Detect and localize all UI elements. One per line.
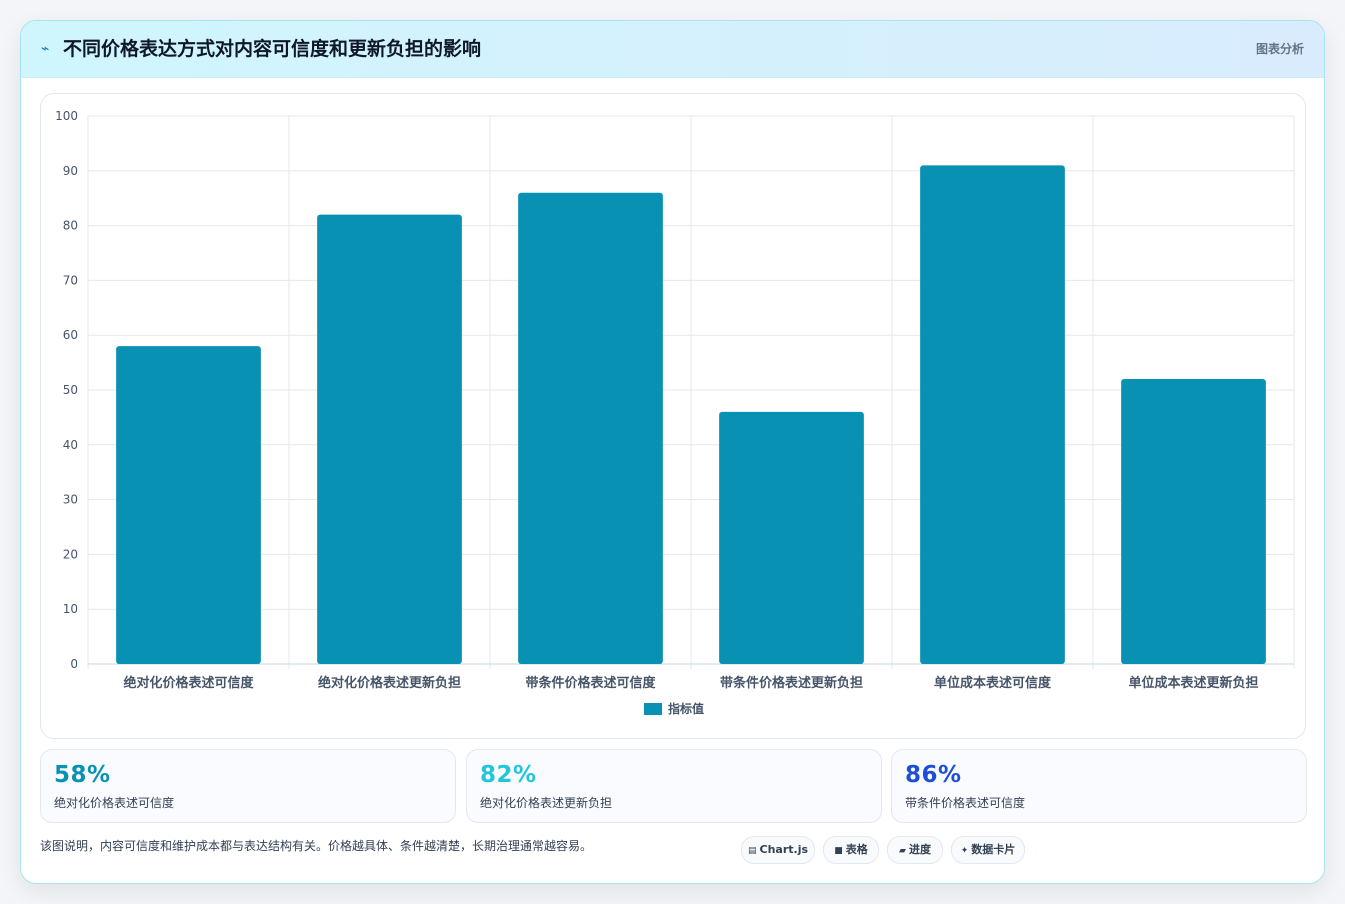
bar[interactable] <box>317 214 462 664</box>
pill-label: 表格 <box>845 843 868 856</box>
stat-value: 58% <box>54 762 111 788</box>
bar[interactable] <box>719 411 864 664</box>
stat-card-3: 86% 带条件价格表述可信度 <box>891 749 1307 823</box>
legend-label: 指标值 <box>668 701 704 716</box>
bar[interactable] <box>518 192 663 664</box>
stat-label: 带条件价格表述可信度 <box>905 796 1026 810</box>
stat-value: 86% <box>905 762 962 788</box>
stat-value: 82% <box>480 762 537 788</box>
trend-spark-icon: ⌁ <box>41 41 50 57</box>
y-tick-label: 40 <box>63 438 78 452</box>
legend: 指标值 <box>644 701 704 716</box>
pill-label: 数据卡片 <box>971 843 1016 856</box>
table-icon: ■ <box>834 846 843 856</box>
y-tick-label: 60 <box>63 328 78 342</box>
data-card-pill[interactable]: ✦ 数据卡片 <box>951 836 1025 864</box>
pill-label: Chart.js <box>759 843 809 856</box>
y-tick-label: 80 <box>63 219 78 233</box>
y-tick-label: 30 <box>63 493 78 507</box>
progress-icon: ▰ <box>899 846 906 856</box>
stat-label: 绝对化价格表述更新负担 <box>480 796 613 810</box>
chart-icon: ▤ <box>747 846 757 856</box>
y-tick-label: 20 <box>63 547 78 561</box>
chart-analysis-tag: 图表分析 <box>1255 42 1304 56</box>
chart-panel: 0 10 20 30 40 50 60 70 80 90 100 绝对化价格表述可信度 绝对化价格表述更… <box>40 93 1306 739</box>
y-tick-label: 90 <box>63 164 78 178</box>
y-tick-label: 10 <box>63 602 78 616</box>
y-tick-label: 50 <box>63 383 78 397</box>
progress-pill[interactable]: ▰ 进度 <box>887 836 943 864</box>
chart-footnote: 该图说明，内容可信度和维护成本都与表达结构有关。价格越具体、条件越清楚，长期治理… <box>40 839 593 853</box>
pill-label: 进度 <box>908 843 931 856</box>
stat-card-1: 58% 绝对化价格表述可信度 <box>40 749 456 823</box>
x-tick-label: 绝对化价格表述更新负担 <box>318 675 461 691</box>
stat-label: 绝对化价格表述可信度 <box>54 796 175 810</box>
x-tick-label: 单位成本表述可信度 <box>934 675 1052 691</box>
page-title: 不同价格表达方式对内容可信度和更新负担的影响 <box>63 38 482 60</box>
x-tick-label: 单位成本表述更新负担 <box>1128 675 1258 691</box>
bar[interactable] <box>1121 379 1266 664</box>
chart-card: ⌁ 不同价格表达方式对内容可信度和更新负担的影响 图表分析 0 10 20 30 40 5… <box>20 20 1325 884</box>
card-header: ⌁ 不同价格表达方式对内容可信度和更新负担的影响 图表分析 <box>21 21 1324 78</box>
x-tick-label: 带条件价格表述可信度 <box>525 675 656 691</box>
bar[interactable] <box>116 346 261 664</box>
chartjs-pill[interactable]: ▤ Chart.js <box>741 836 815 864</box>
bar[interactable] <box>920 165 1065 664</box>
data-card-icon: ✦ <box>960 846 969 856</box>
stat-card-2: 82% 绝对化价格表述更新负担 <box>466 749 882 823</box>
x-tick-label: 绝对化价格表述可信度 <box>123 675 254 691</box>
y-tick-label: 100 <box>55 109 78 123</box>
x-tick-label: 带条件价格表述更新负担 <box>720 675 863 691</box>
table-pill[interactable]: ■ 表格 <box>823 836 879 864</box>
y-tick-label: 70 <box>63 273 78 287</box>
bar-chart: 0 10 20 30 40 50 60 70 80 90 100 绝对化价格表述可信度 绝对化价格表述更… <box>55 109 1295 716</box>
y-tick-label: 0 <box>70 657 78 671</box>
legend-swatch <box>644 703 662 715</box>
